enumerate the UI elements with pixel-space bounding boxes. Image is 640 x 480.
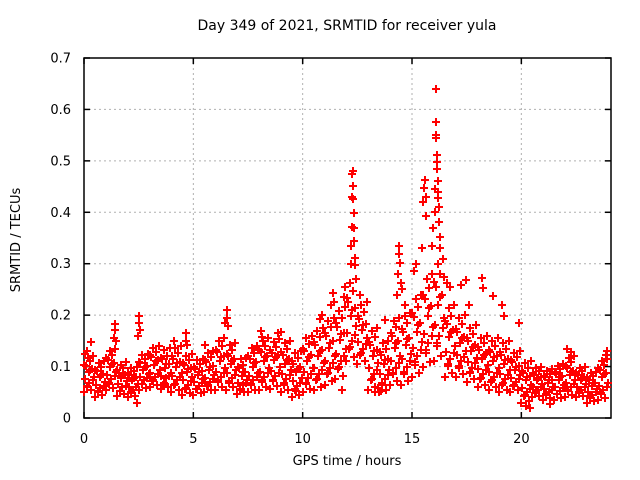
data-points [80, 85, 612, 412]
x-tick-label: 5 [189, 432, 197, 447]
chart-title: Day 349 of 2021, SRMTID for receiver yul… [197, 18, 496, 34]
y-tick-label: 0.2 [50, 309, 71, 324]
x-tick-label: 0 [80, 432, 88, 447]
y-tick-label: 0.6 [50, 103, 71, 118]
x-tick-label: 10 [294, 432, 311, 447]
y-tick-label: 0.7 [50, 52, 71, 67]
y-tick-label: 0.3 [50, 257, 71, 272]
x-tick-label: 15 [404, 432, 421, 447]
y-tick-label: 0.4 [50, 206, 71, 221]
y-tick-label: 0.5 [50, 154, 71, 169]
gridlines [84, 58, 611, 418]
x-axis-label: GPS time / hours [293, 454, 402, 469]
plot-border [83, 57, 612, 419]
y-axis-label: SRMTID / TECUs [9, 188, 24, 293]
y-tick-label: 0.1 [50, 360, 71, 375]
y-tick-label: 0 [63, 412, 71, 427]
x-tick-label: 20 [513, 432, 530, 447]
series-SRMTID [80, 85, 612, 412]
tick-labels: 0 5 10 15 20 0 0.1 0.2 0.3 0.4 0.5 0.6 0.7 [50, 52, 529, 448]
